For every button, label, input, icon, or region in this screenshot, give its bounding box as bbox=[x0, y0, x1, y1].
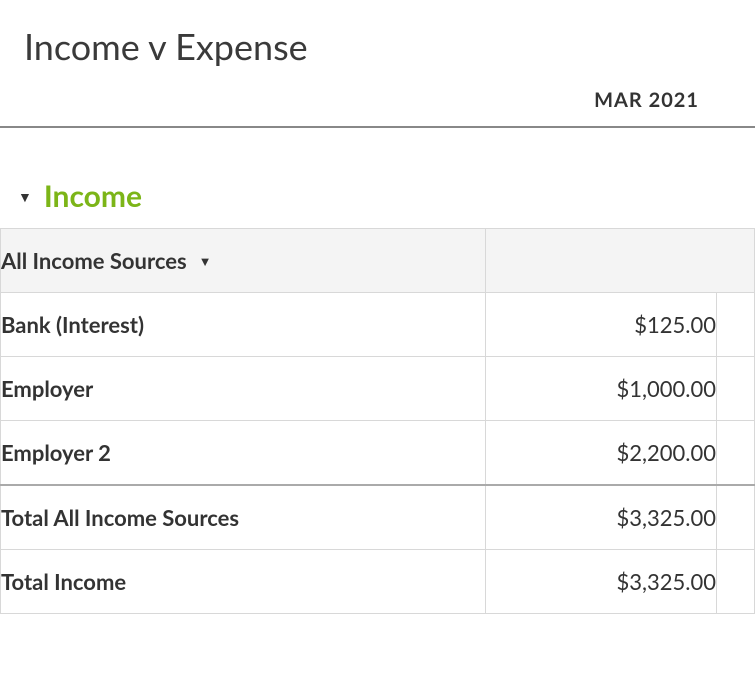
section-total-row: Total Income $3,325.00 bbox=[1, 550, 755, 614]
group-total-value: $3,325.00 bbox=[486, 485, 717, 550]
row-label: Employer bbox=[1, 357, 486, 421]
row-gutter bbox=[717, 293, 755, 357]
group-header-spacer bbox=[486, 229, 755, 293]
triangle-down-icon: ▼ bbox=[18, 188, 32, 205]
period-header-row: MAR 2021 bbox=[0, 88, 755, 128]
table-row: Bank (Interest) $125.00 bbox=[1, 293, 755, 357]
period-label: MAR 2021 bbox=[0, 88, 755, 126]
income-table: All Income Sources ▼ Bank (Interest) $12… bbox=[0, 228, 755, 614]
report-title: Income v Expense bbox=[0, 0, 755, 88]
row-label: Bank (Interest) bbox=[1, 293, 486, 357]
row-label: Employer 2 bbox=[1, 421, 486, 486]
table-row: Employer $1,000.00 bbox=[1, 357, 755, 421]
row-gutter bbox=[717, 421, 755, 486]
section-total-value: $3,325.00 bbox=[486, 550, 717, 614]
triangle-down-icon: ▼ bbox=[199, 253, 212, 269]
table-row: Employer 2 $2,200.00 bbox=[1, 421, 755, 486]
row-gutter bbox=[717, 357, 755, 421]
income-section-toggle[interactable]: ▼ Income bbox=[0, 128, 755, 228]
group-total-row: Total All Income Sources $3,325.00 bbox=[1, 485, 755, 550]
income-group-header[interactable]: All Income Sources ▼ bbox=[1, 229, 755, 293]
income-section-title: Income bbox=[44, 178, 142, 214]
row-value: $1,000.00 bbox=[486, 357, 717, 421]
row-gutter bbox=[717, 485, 755, 550]
income-group-label: All Income Sources bbox=[1, 247, 187, 274]
row-value: $125.00 bbox=[486, 293, 717, 357]
row-gutter bbox=[717, 550, 755, 614]
report-container: Income v Expense MAR 2021 ▼ Income All I… bbox=[0, 0, 755, 614]
row-value: $2,200.00 bbox=[486, 421, 717, 486]
section-total-label: Total Income bbox=[1, 550, 486, 614]
group-total-label: Total All Income Sources bbox=[1, 485, 486, 550]
